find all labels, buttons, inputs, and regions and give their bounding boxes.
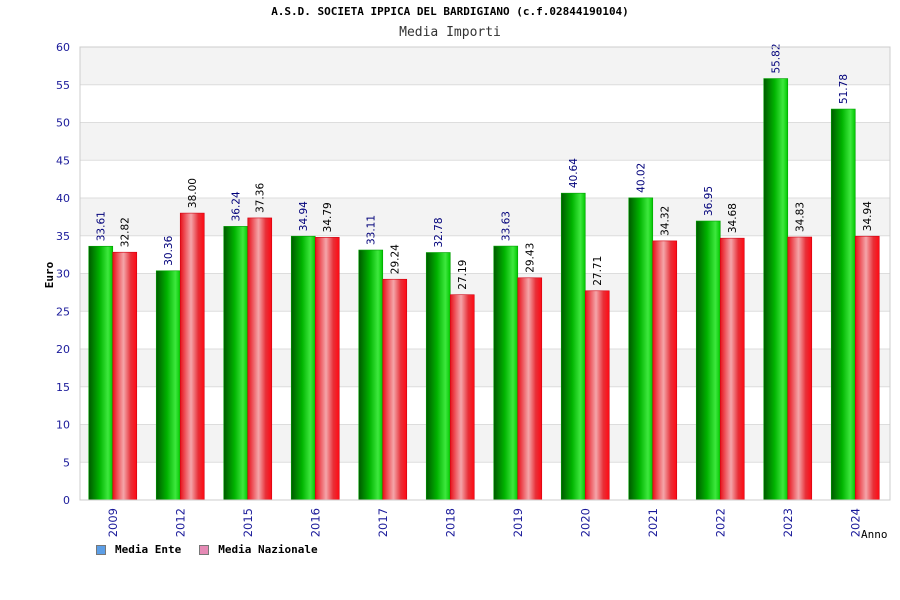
chart-subtitle: Media Importi bbox=[399, 25, 501, 40]
y-tick-label: 60 bbox=[56, 41, 70, 54]
y-tick-label: 20 bbox=[56, 343, 70, 356]
bar-media-nazionale-2017 bbox=[382, 278, 408, 501]
y-tick-label: 55 bbox=[56, 79, 70, 92]
chart-title: A.S.D. SOCIETA IPPICA DEL BARDIGIANO (c.… bbox=[271, 5, 629, 18]
bar-media-ente-2017 bbox=[358, 249, 384, 501]
grid-band bbox=[80, 122, 890, 161]
data-label-media-ente-2019: 33.63 bbox=[501, 211, 513, 241]
bar-media-nazionale-2020 bbox=[584, 290, 610, 501]
bar-media-nazionale-2009 bbox=[112, 251, 138, 501]
data-label-media-ente-2024: 51.78 bbox=[838, 74, 850, 104]
x-tick-label-2019: 2019 bbox=[511, 508, 525, 537]
data-label-media-nazionale-2018: 27.19 bbox=[457, 260, 469, 290]
x-tick-label-2012: 2012 bbox=[173, 508, 187, 537]
legend-label-media-ente: Media Ente bbox=[115, 543, 182, 556]
grid-band bbox=[80, 273, 890, 312]
bar-media-ente-2016 bbox=[290, 235, 316, 501]
y-tick-label: 0 bbox=[63, 494, 70, 507]
data-label-media-nazionale-2020: 27.71 bbox=[592, 256, 604, 286]
bar-media-nazionale-2022 bbox=[719, 237, 745, 501]
bar-media-nazionale-2023 bbox=[787, 236, 813, 501]
bar-media-ente-2015 bbox=[223, 226, 249, 501]
grid-band bbox=[80, 462, 890, 500]
data-label-media-ente-2012: 30.36 bbox=[163, 235, 175, 265]
data-label-media-ente-2022: 36.95 bbox=[703, 186, 715, 216]
y-tick-label: 25 bbox=[56, 305, 70, 318]
bar-media-nazionale-2015 bbox=[247, 217, 273, 501]
data-label-media-ente-2020: 40.64 bbox=[568, 158, 580, 188]
y-tick-label: 45 bbox=[56, 154, 70, 167]
grid-band bbox=[80, 47, 890, 85]
x-tick-label-2017: 2017 bbox=[376, 508, 390, 537]
grid-band bbox=[80, 198, 890, 236]
x-tick-label-2018: 2018 bbox=[443, 508, 457, 537]
bar-media-ente-2024 bbox=[830, 108, 856, 501]
data-label-media-ente-2017: 33.11 bbox=[366, 215, 378, 245]
grid-band bbox=[80, 386, 890, 425]
x-tick-label-2023: 2023 bbox=[781, 508, 795, 537]
legend-label-media-nazionale: Media Nazionale bbox=[218, 543, 318, 556]
grid-band bbox=[80, 160, 890, 198]
data-label-media-nazionale-2015: 37.36 bbox=[255, 183, 267, 213]
y-tick-label: 15 bbox=[56, 381, 70, 394]
data-label-media-ente-2015: 36.24 bbox=[231, 191, 243, 221]
bar-media-nazionale-2019 bbox=[517, 277, 543, 501]
grid-band bbox=[80, 311, 890, 349]
x-tick-label-2024: 2024 bbox=[848, 508, 862, 537]
data-label-media-ente-2016: 34.94 bbox=[298, 201, 310, 231]
y-tick-label: 5 bbox=[63, 456, 70, 469]
y-axis-label: Euro bbox=[43, 261, 56, 288]
x-tick-label-2020: 2020 bbox=[578, 508, 592, 537]
bar-media-ente-2009 bbox=[88, 245, 114, 501]
y-tick-label: 30 bbox=[56, 268, 70, 281]
data-label-media-ente-2009: 33.61 bbox=[96, 211, 108, 241]
grid-band bbox=[80, 84, 890, 123]
data-label-media-nazionale-2019: 29.43 bbox=[525, 243, 537, 273]
bar-media-nazionale-2012 bbox=[179, 212, 205, 501]
plot-frame bbox=[79, 46, 891, 501]
bar-media-nazionale-2018 bbox=[449, 294, 475, 501]
data-label-media-nazionale-2017: 29.24 bbox=[390, 244, 402, 274]
bar-media-ente-2019 bbox=[493, 245, 519, 501]
y-tick-label: 40 bbox=[56, 192, 70, 205]
legend-swatch-media-ente bbox=[96, 544, 106, 555]
data-label-media-nazionale-2021: 34.32 bbox=[660, 206, 672, 236]
data-label-media-ente-2018: 32.78 bbox=[433, 217, 445, 247]
data-label-media-ente-2023: 55.82 bbox=[771, 43, 783, 73]
x-tick-label-2021: 2021 bbox=[646, 508, 660, 537]
bar-media-nazionale-2024 bbox=[854, 235, 880, 501]
legend-item-media-ente: Media Ente bbox=[96, 543, 181, 556]
bar-media-ente-2022 bbox=[695, 220, 721, 501]
bar-media-nazionale-2016 bbox=[314, 237, 340, 501]
grid-band bbox=[80, 235, 890, 274]
y-tick-label: 35 bbox=[56, 230, 70, 243]
data-label-media-nazionale-2009: 32.82 bbox=[120, 217, 132, 247]
data-label-media-nazionale-2024: 34.94 bbox=[862, 201, 874, 231]
data-label-media-ente-2021: 40.02 bbox=[636, 163, 648, 193]
legend-item-media-nazionale: Media Nazionale bbox=[199, 543, 318, 556]
bar-media-ente-2023 bbox=[763, 78, 789, 501]
bar-media-ente-2018 bbox=[425, 252, 451, 501]
x-tick-label-2016: 2016 bbox=[308, 508, 322, 537]
grid-band bbox=[80, 349, 890, 387]
x-tick-label-2022: 2022 bbox=[713, 508, 727, 537]
x-axis-label: Anno bbox=[861, 528, 888, 541]
data-label-media-nazionale-2022: 34.68 bbox=[727, 203, 739, 233]
legend: Media Ente Media Nazionale bbox=[96, 543, 336, 556]
legend-swatch-media-nazionale bbox=[199, 544, 210, 555]
bar-media-nazionale-2021 bbox=[652, 240, 678, 501]
y-tick-label: 50 bbox=[56, 117, 70, 130]
grid-band bbox=[80, 424, 890, 463]
bar-media-ente-2012 bbox=[155, 270, 181, 501]
data-label-media-nazionale-2023: 34.83 bbox=[795, 202, 807, 232]
y-tick-label: 10 bbox=[56, 419, 70, 432]
data-label-media-nazionale-2016: 34.79 bbox=[322, 202, 334, 232]
x-tick-label-2009: 2009 bbox=[106, 508, 120, 537]
x-tick-label-2015: 2015 bbox=[241, 508, 255, 537]
bar-media-ente-2020 bbox=[560, 192, 586, 501]
bar-media-ente-2021 bbox=[628, 197, 654, 501]
data-label-media-nazionale-2012: 38.00 bbox=[187, 178, 199, 208]
